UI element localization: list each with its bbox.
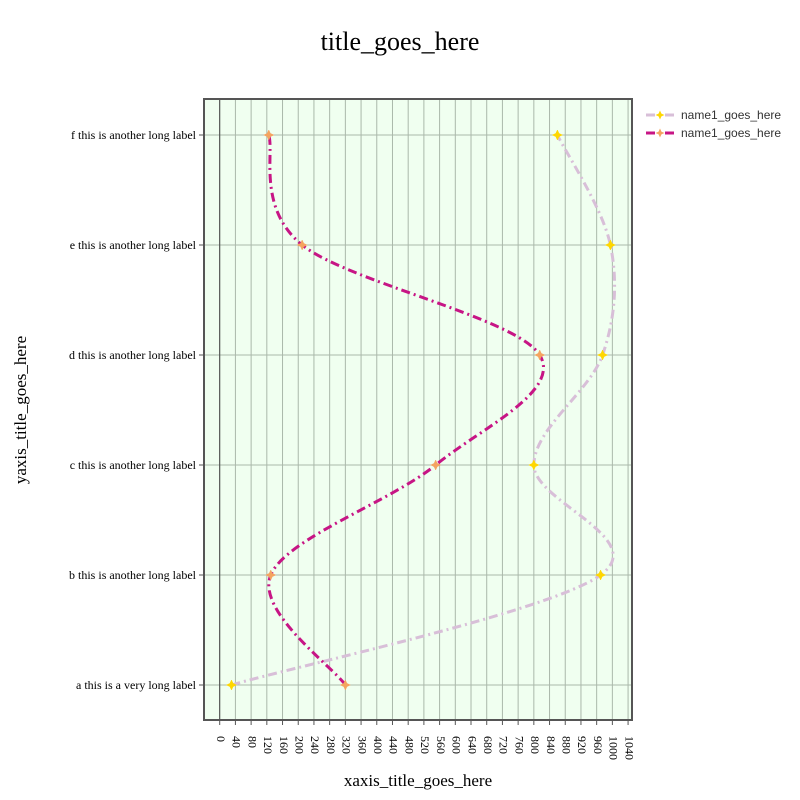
y-gridlines [204, 134, 632, 686]
data-point [296, 239, 308, 251]
x-tick-label: 600 [450, 736, 464, 754]
data-point [430, 459, 442, 471]
chart-title: title_goes_here [321, 27, 480, 56]
x-tick-label: 40 [230, 736, 244, 748]
y-tick-label: f this is another long label [71, 128, 197, 142]
plot-area [204, 99, 632, 720]
x-tick-label: 920 [575, 736, 589, 754]
x-axis-title: xaxis_title_goes_here [344, 771, 492, 790]
data-point [339, 679, 351, 691]
x-tick-label: 960 [591, 736, 605, 754]
x-tick-label: 0 [214, 736, 228, 742]
x-axis-ticks: 0 40 80 120 160 200 240 280 320 360 400 440 480 520 56… [214, 720, 636, 760]
x-tick-label: 480 [402, 736, 416, 754]
x-tick-label: 1040 [622, 736, 636, 760]
x-tick-label: 160 [277, 736, 291, 754]
x-tick-label: 840 [544, 736, 558, 754]
x-tick-label: 560 [434, 736, 448, 754]
data-point [551, 129, 563, 141]
x-tick-label: 320 [340, 736, 354, 754]
legend-marker [655, 110, 665, 120]
x-tick-label: 400 [371, 736, 385, 754]
y-axis-ticks: a this is a very long label b this is ano… [69, 128, 204, 692]
y-axis-title: yaxis_title_goes_here [11, 336, 30, 484]
x-tick-label: 520 [418, 736, 432, 754]
data-point [534, 349, 546, 361]
x-tick-label: 640 [465, 736, 479, 754]
legend: name1_goes_here name1_goes_here [646, 108, 781, 140]
x-tick-label: 720 [497, 736, 511, 754]
y-tick-label: c this is another long label [70, 458, 197, 472]
legend-label: name1_goes_here [681, 126, 781, 140]
x-tick-label: 1000 [607, 736, 621, 760]
legend-marker [655, 128, 665, 138]
x-tick-label: 800 [528, 736, 542, 754]
x-tick-label: 880 [559, 736, 573, 754]
series-layer [225, 129, 617, 691]
x-tick-label: 680 [481, 736, 495, 754]
data-point [528, 459, 540, 471]
data-point [263, 129, 275, 141]
x-tick-label: 440 [387, 736, 401, 754]
y-tick-label: d this is another long label [69, 348, 197, 362]
x-tick-label: 120 [261, 736, 275, 754]
legend-label: name1_goes_here [681, 108, 781, 122]
x-tick-label: 80 [245, 736, 259, 748]
data-point [594, 569, 607, 581]
y-tick-label: a this is a very long label [76, 678, 197, 692]
data-point [265, 569, 277, 581]
data-point [596, 349, 609, 361]
y-tick-label: b this is another long label [69, 568, 197, 582]
plot-frame [203, 98, 633, 721]
x-tick-label: 240 [308, 736, 322, 754]
x-tick-label: 360 [355, 736, 369, 754]
x-tick-label: 280 [324, 736, 338, 754]
x-tick-label: 760 [512, 736, 526, 754]
data-point [225, 679, 238, 691]
x-tick-label: 200 [292, 736, 306, 754]
x-gridlines [219, 99, 629, 720]
y-tick-label: e this is another long label [70, 238, 197, 252]
data-point [604, 239, 616, 251]
